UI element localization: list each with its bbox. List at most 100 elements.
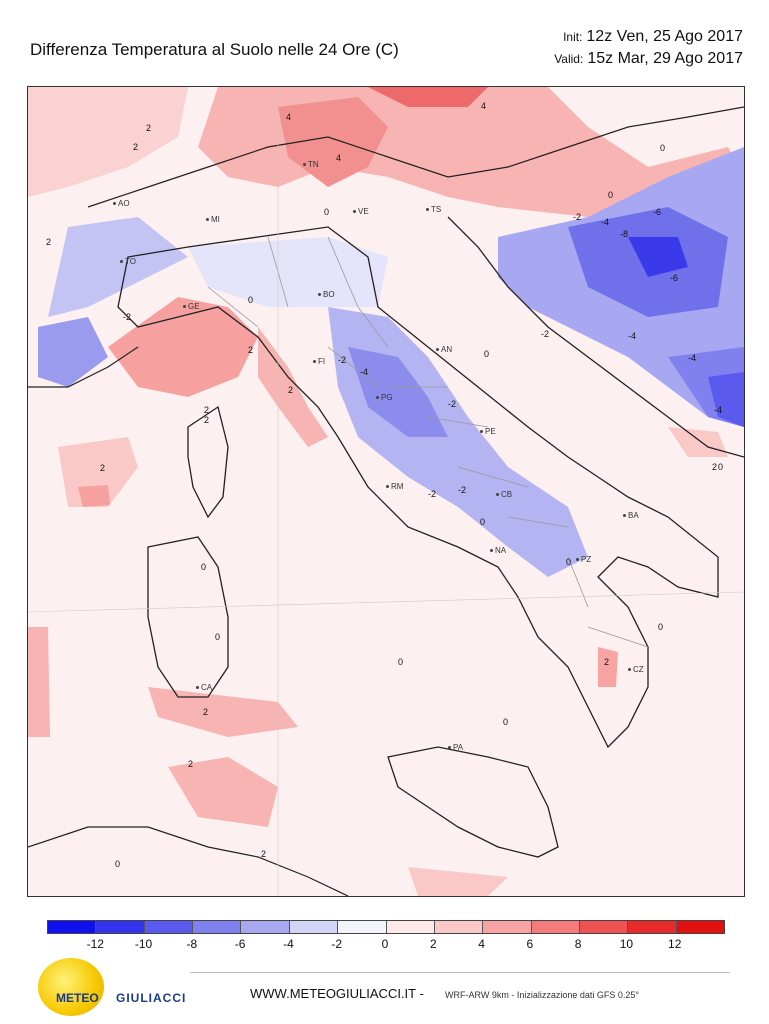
contour-label: 2 <box>288 385 294 395</box>
colorbar-swatch <box>483 921 532 933</box>
meteogiuliacci-logo: METEO GIULIACCI <box>38 958 185 1018</box>
contour-label: -8 <box>620 229 629 239</box>
alps-border <box>87 106 744 208</box>
colorbar-swatch <box>628 921 677 933</box>
sun-icon <box>38 958 104 1016</box>
footer-divider <box>190 972 730 973</box>
colorbar-tick-label: -8 <box>186 937 198 951</box>
city-label: RM <box>386 482 403 491</box>
colorbar-swatch <box>579 921 629 933</box>
contour-label: -4 <box>360 367 369 377</box>
warm-area-ionian <box>668 427 728 457</box>
cool-area-west-alps <box>48 217 188 317</box>
contour-label: -2 <box>448 399 457 409</box>
contour-label: 0 <box>215 632 221 642</box>
colorbar-swatch <box>531 921 580 933</box>
cool-area-southeast <box>708 372 744 427</box>
contour-label: -2 <box>338 355 347 365</box>
contour-label: 2 <box>46 237 52 247</box>
contour-label: -2 <box>458 485 467 495</box>
contour-label: 4 <box>286 112 292 122</box>
cool-area-apennines-core <box>348 347 448 437</box>
city-label: TS <box>426 205 441 214</box>
corsica-outline <box>187 405 229 519</box>
contour-label: 2 <box>188 759 194 769</box>
contour-label: 2 <box>100 463 106 473</box>
contour-label: 0 <box>201 562 207 572</box>
contour-label: -2 <box>123 312 132 322</box>
contour-label: 2 <box>203 707 209 717</box>
contour-label: 2 <box>248 345 254 355</box>
map-graphic <box>28 87 744 896</box>
contour-label: 0 <box>566 557 572 567</box>
city-label: FI <box>313 357 325 366</box>
colorbar-tick-label: 12 <box>668 937 682 951</box>
contour-label: 0 <box>503 717 509 727</box>
contour-label: -4 <box>601 217 610 227</box>
city-label: TO <box>120 257 136 266</box>
contour-label: 2 <box>204 405 210 415</box>
run-info: Init: 12z Ven, 25 Ago 2017 Valid: 15z Mar,… <box>554 26 743 70</box>
warm-area-sea-southwest <box>168 757 278 827</box>
model-info: WRF-ARW 9km - Inizializzazione dati GFS … <box>445 990 639 1000</box>
colorbar-swatch <box>676 921 725 933</box>
init-label: Init: <box>563 30 583 44</box>
warm-area-corsica-west <box>58 437 138 507</box>
contour-label: 2 <box>604 657 610 667</box>
valid-label: Valid: <box>554 52 584 66</box>
city-label: AO <box>113 199 130 208</box>
warm-area-northwest <box>28 87 188 197</box>
city-label: TN <box>303 160 319 169</box>
contour-label: 4 <box>481 101 487 111</box>
warm-area-calabria <box>598 647 618 687</box>
contour-label: -2 <box>573 212 582 222</box>
logo-text-meteo: METEO <box>56 991 99 1005</box>
contour-label: -6 <box>653 207 662 217</box>
colorbar-tick-label: -4 <box>283 937 294 951</box>
colorbar-tick-label: 10 <box>619 937 634 951</box>
warm-area-sardinia-south <box>148 687 298 737</box>
city-label: PA <box>448 743 463 752</box>
contour-label: -2 <box>541 329 550 339</box>
colorbar-swatch <box>338 921 387 933</box>
colorbar-tick-label: -2 <box>331 937 343 951</box>
balkan-coastline <box>447 216 744 458</box>
valid-value: 15z Mar, 29 Ago 2017 <box>587 50 743 67</box>
map-title: Differenza Temperatura al Suolo nelle 24… <box>30 40 399 59</box>
warm-area-tirreno-north <box>258 327 328 447</box>
contour-label: 2 <box>204 415 210 425</box>
warm-area-north-strip <box>368 87 488 107</box>
contour-label: 0 <box>480 517 486 527</box>
colorbar-ticks: -12 -10 -8 -6 -4 -2 0 2 4 6 8 10 12 <box>47 937 723 953</box>
warm-area-west-edge <box>28 627 50 737</box>
colorbar-swatch <box>241 921 290 933</box>
cool-area-balkans-deep <box>628 237 688 277</box>
city-label: AN <box>436 345 452 354</box>
warm-area-south-sea <box>408 867 508 896</box>
contour-label: 0 <box>718 462 724 472</box>
colorbar-tick-label: -6 <box>234 937 246 951</box>
logo-text-giuliacci: GIULIACCI <box>116 991 187 1005</box>
warm-area-liguria <box>108 297 258 397</box>
city-label: NA <box>490 546 506 555</box>
graticule <box>28 87 744 896</box>
contour-label: -4 <box>714 405 723 415</box>
contour-label: 0 <box>115 859 121 869</box>
contour-label: 2 <box>133 142 139 152</box>
cool-area-provence <box>38 317 108 387</box>
sardinia-outline <box>147 536 229 698</box>
sicily-outline <box>387 746 559 858</box>
contour-label: 0 <box>484 349 490 359</box>
contour-label: 0 <box>398 657 404 667</box>
city-label: GE <box>183 302 200 311</box>
city-label: CA <box>196 683 212 692</box>
contour-label: 2 <box>261 849 267 859</box>
colorbar-tick-label: -10 <box>134 937 153 951</box>
website-url: WWW.METEOGIULIACCI.IT - <box>250 986 424 1001</box>
warm-area-corsica-core <box>78 485 110 507</box>
contour-label: 0 <box>658 622 664 632</box>
colorbar-swatch <box>96 921 145 933</box>
africa-coast <box>28 826 349 896</box>
contour-label: 0 <box>608 190 614 200</box>
contour-label: 0 <box>660 143 666 153</box>
